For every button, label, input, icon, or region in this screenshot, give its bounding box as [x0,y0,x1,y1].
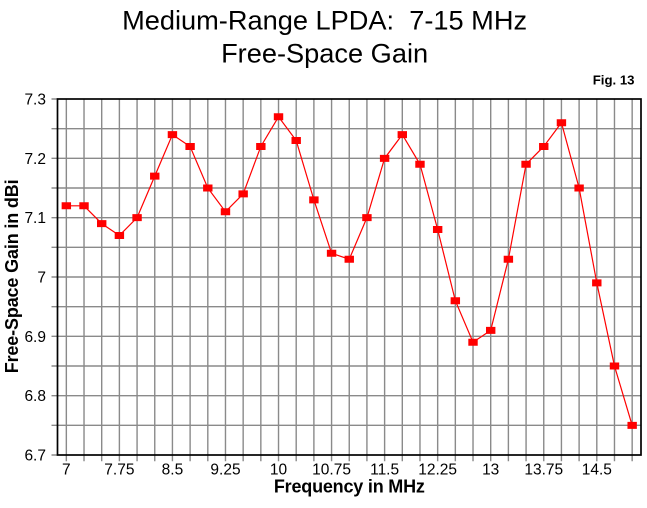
svg-text:Medium-Range LPDA: 7-15 MHz: Medium-Range LPDA: 7-15 MHz [122,4,527,35]
svg-text:7.75: 7.75 [104,462,134,479]
svg-text:6.7: 6.7 [24,448,46,465]
svg-text:13.75: 13.75 [524,462,563,479]
svg-text:11.5: 11.5 [370,462,399,479]
svg-text:7: 7 [62,462,71,479]
svg-text:Free-Space Gain: Free-Space Gain [221,38,428,69]
svg-text:Fig. 13: Fig. 13 [593,73,635,88]
svg-text:Free-Space Gain in dBi: Free-Space Gain in dBi [2,180,22,374]
svg-text:12.25: 12.25 [418,462,457,479]
svg-text:6.8: 6.8 [24,388,46,405]
svg-text:8.5: 8.5 [162,462,184,479]
svg-text:7: 7 [37,270,46,287]
svg-text:10: 10 [270,462,288,479]
svg-text:9.25: 9.25 [210,462,240,479]
svg-text:7.1: 7.1 [24,210,46,227]
svg-text:7.2: 7.2 [24,151,46,168]
svg-text:13: 13 [482,462,499,479]
svg-text:7.3: 7.3 [24,92,46,109]
svg-text:14.5: 14.5 [582,462,612,479]
svg-text:6.9: 6.9 [24,329,46,346]
svg-text:10.75: 10.75 [312,462,351,479]
svg-text:Frequency in MHz: Frequency in MHz [274,477,425,497]
